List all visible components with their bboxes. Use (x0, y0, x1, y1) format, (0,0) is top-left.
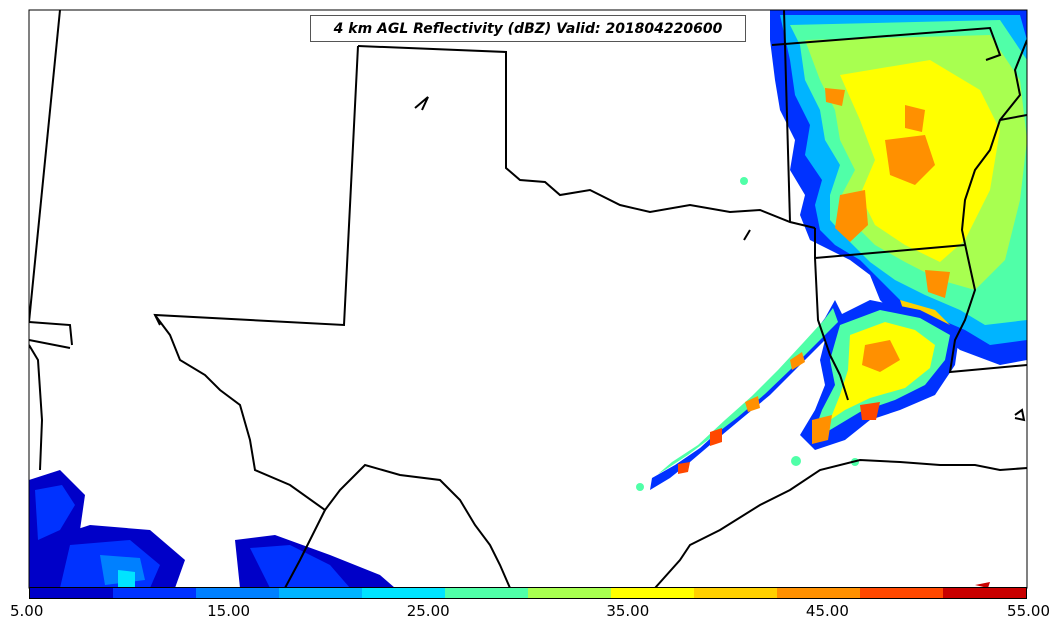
colorbar-tick-label: 5.00 (10, 602, 44, 620)
colorbar-tick-label: 45.00 (805, 602, 849, 620)
storm-complex-northeast (770, 10, 1027, 365)
colorbar-tick-label: 25.00 (406, 602, 450, 620)
map-title: 4 km AGL Reflectivity (dBZ) Valid: 20180… (310, 15, 746, 42)
colorbar-segment (777, 588, 860, 598)
colorbar-tick-label: 15.00 (207, 602, 251, 620)
colorbar-tick-label: 35.00 (606, 602, 650, 620)
colorbar-segment (113, 588, 196, 598)
colorbar-segment (694, 588, 777, 598)
colorbar-segment (362, 588, 445, 598)
colorbar-segment (445, 588, 528, 598)
colorbar-tick-label: 55.00 (1007, 602, 1050, 620)
colorbar-segment (196, 588, 279, 598)
colorbar-segment (943, 588, 1026, 598)
colorbar (29, 587, 1027, 599)
state-borders (29, 10, 1027, 588)
colorbar-segment (528, 588, 611, 598)
colorbar-segment (611, 588, 694, 598)
storm-cluster-southeast (800, 300, 960, 450)
storm-echoes-southwest (29, 177, 990, 588)
colorbar-segment (279, 588, 362, 598)
colorbar-segment (30, 588, 113, 598)
colorbar-segment (860, 588, 943, 598)
reflectivity-field (29, 10, 1027, 588)
